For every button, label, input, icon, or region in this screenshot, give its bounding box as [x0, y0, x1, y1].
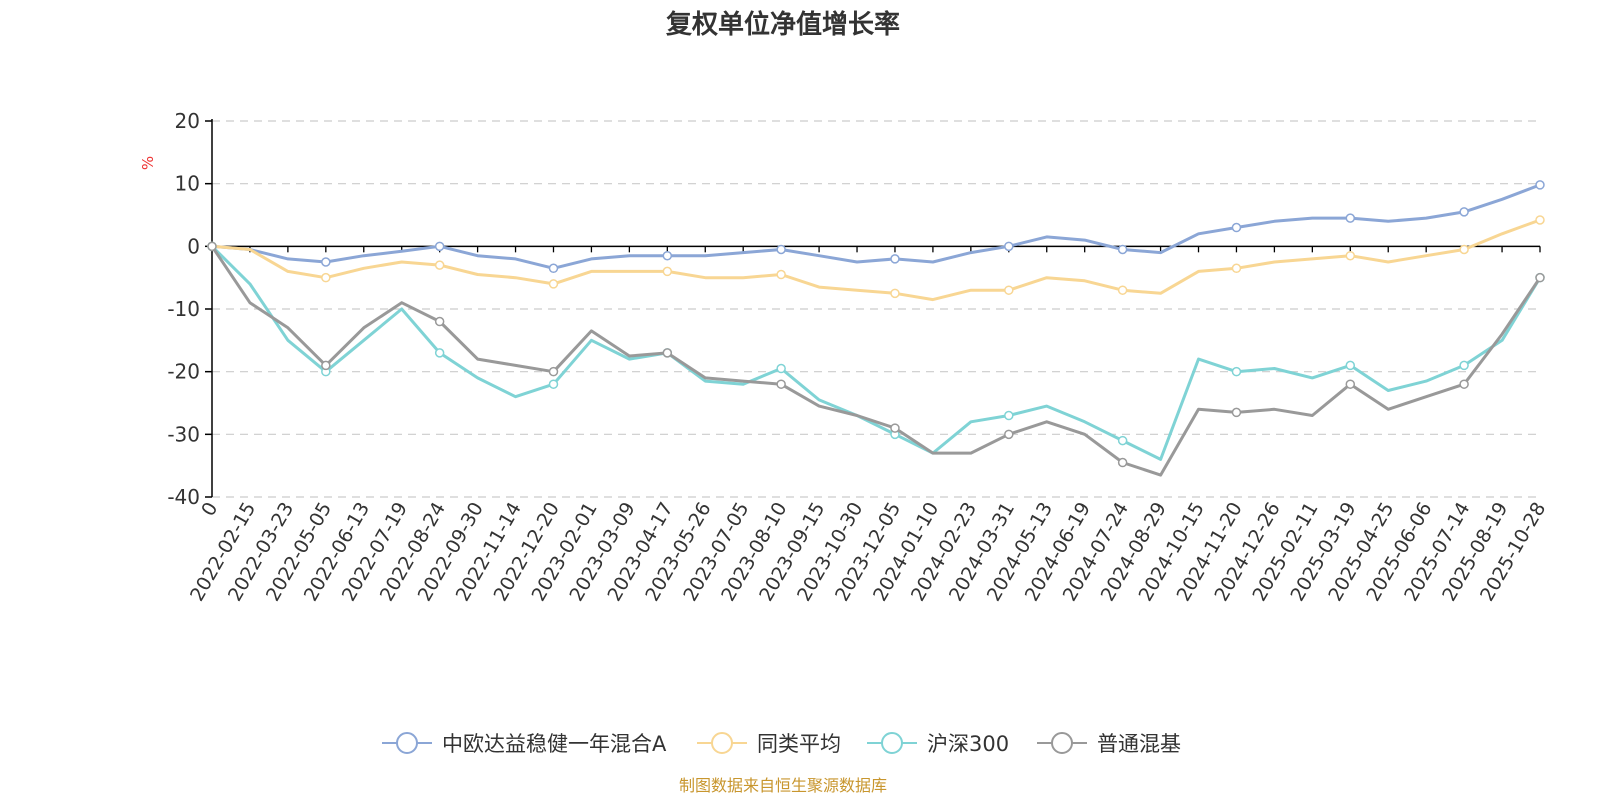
data-point	[776, 363, 786, 374]
y-tick-label: -20	[167, 360, 200, 384]
data-point	[662, 250, 673, 261]
legend-label: 中欧达益稳健一年混合A	[442, 732, 667, 756]
legend-swatch-marker	[1051, 732, 1073, 754]
data-point	[321, 360, 331, 371]
data-point	[890, 423, 900, 433]
data-point	[890, 288, 900, 299]
data-point	[207, 241, 217, 252]
y-tick-label: 0	[187, 234, 200, 258]
data-point	[434, 260, 445, 270]
data-point	[548, 263, 559, 274]
chart-title: 复权单位净值增长率	[666, 9, 900, 40]
data-point	[1459, 207, 1469, 217]
data-point	[1004, 285, 1014, 295]
data-point	[434, 316, 445, 327]
y-axis-ticks: 20 10 0 -10 -20 -30 -40	[167, 109, 212, 509]
data-point	[662, 266, 673, 277]
data-point	[1117, 457, 1128, 468]
data-point	[548, 366, 559, 377]
gridlines	[212, 120, 1540, 498]
data-point	[1459, 244, 1469, 255]
legend-swatch-marker	[881, 732, 903, 754]
data-point	[890, 254, 900, 264]
data-point	[321, 272, 331, 283]
y-tick-label: -40	[167, 485, 200, 509]
data-point	[1345, 379, 1356, 389]
legend-item: 中欧达益稳健一年混合A	[382, 732, 667, 756]
data-point	[1231, 263, 1242, 274]
data-point	[321, 257, 331, 267]
series-line	[211, 183, 1541, 270]
data-point	[1535, 215, 1545, 225]
y-tick-label: -10	[167, 297, 200, 321]
series-line	[210, 245, 1542, 461]
data-point	[434, 348, 445, 358]
data-point	[776, 379, 786, 389]
data-source-note: 制图数据来自恒生聚源数据库	[679, 776, 887, 795]
data-point	[1117, 435, 1128, 446]
y-tick-label: 20	[175, 109, 200, 133]
legend-item: 同类平均	[697, 732, 841, 756]
data-point	[548, 379, 559, 389]
legend-item: 沪深300	[867, 732, 1009, 756]
legend-swatch-marker	[711, 732, 733, 754]
series-line	[210, 245, 1542, 477]
legend-label: 同类平均	[757, 732, 841, 756]
series-line	[211, 218, 1541, 302]
data-point	[662, 348, 673, 358]
legend-item: 普通混基	[1037, 732, 1181, 756]
x-tick-label: 0	[197, 499, 222, 520]
data-point	[1117, 244, 1128, 255]
data-point	[1004, 410, 1014, 421]
data-point	[776, 244, 786, 255]
legend-swatch-marker	[396, 732, 418, 754]
legend-label: 普通混基	[1097, 732, 1181, 756]
series-lines	[207, 180, 1545, 477]
x-axis-ticks: 02022-02-152022-03-232022-05-052022-06-1…	[186, 246, 1550, 605]
data-point	[1231, 407, 1242, 418]
data-point	[1345, 213, 1356, 223]
y-tick-label: 10	[175, 172, 200, 196]
data-point	[1345, 250, 1356, 261]
data-point	[1459, 379, 1469, 389]
data-point	[1004, 241, 1014, 252]
data-point	[1231, 222, 1242, 233]
data-point	[1535, 272, 1545, 283]
data-point	[776, 269, 786, 280]
y-axis-unit-label: %	[139, 156, 157, 170]
data-point	[1535, 180, 1545, 190]
data-point	[1345, 360, 1356, 371]
data-point	[1231, 366, 1242, 377]
data-point	[548, 279, 559, 289]
legend: 中欧达益稳健一年混合A 同类平均 沪深300 普通混基	[382, 732, 1181, 756]
y-tick-label: -30	[167, 422, 200, 446]
data-point	[1004, 429, 1014, 440]
data-point	[1117, 285, 1128, 295]
legend-label: 沪深300	[927, 732, 1009, 756]
data-point	[434, 241, 445, 252]
data-point	[1459, 360, 1469, 371]
